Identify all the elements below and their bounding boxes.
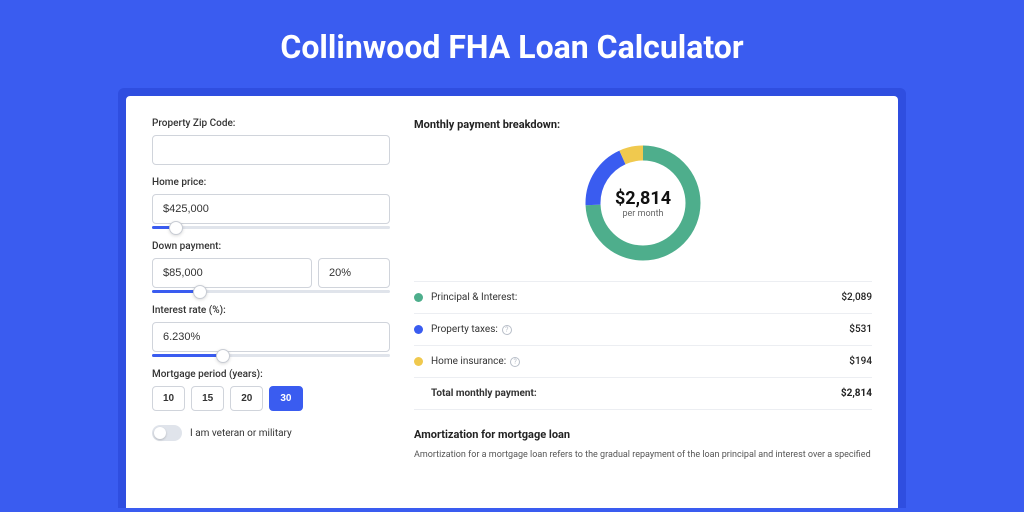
legend-row: Home insurance: ? $194 (414, 346, 872, 378)
legend-label: Property taxes: ? (431, 324, 512, 335)
zip-input[interactable] (152, 135, 390, 165)
amortization-section: Amortization for mortgage loan Amortizat… (414, 428, 872, 462)
period-btn-20[interactable]: 20 (230, 386, 263, 411)
home-price-slider[interactable] (152, 226, 390, 229)
down-payment-field-group: Down payment: (152, 241, 390, 293)
home-price-field-group: Home price: (152, 177, 390, 229)
legend-dot (414, 325, 423, 334)
veteran-label: I am veteran or military (190, 428, 292, 439)
legend-label: Principal & Interest: (431, 292, 517, 303)
legend-value: $2,089 (841, 292, 872, 303)
home-price-label: Home price: (152, 177, 390, 188)
donut-center-sub: per month (622, 209, 663, 219)
zip-field-group: Property Zip Code: (152, 118, 390, 165)
breakdown-title: Monthly payment breakdown: (414, 118, 872, 131)
breakdown-legend: Principal & Interest: $2,089 Property taxe… (414, 281, 872, 410)
legend-value: $194 (849, 356, 872, 367)
info-icon[interactable]: ? (502, 325, 512, 335)
breakdown-column: Monthly payment breakdown: $2,814 per mo… (414, 118, 872, 508)
veteran-toggle[interactable] (152, 425, 182, 441)
slider-thumb[interactable] (193, 285, 207, 299)
slider-thumb[interactable] (169, 221, 183, 235)
interest-rate-slider[interactable] (152, 354, 390, 357)
interest-rate-input[interactable] (152, 322, 390, 352)
amortization-title: Amortization for mortgage loan (414, 428, 872, 441)
legend-value: $531 (849, 324, 872, 335)
legend-label: Home insurance: ? (431, 356, 520, 367)
period-btn-10[interactable]: 10 (152, 386, 185, 411)
toggle-knob (154, 427, 166, 439)
period-btn-15[interactable]: 15 (191, 386, 224, 411)
down-payment-slider[interactable] (152, 290, 390, 293)
veteran-toggle-row: I am veteran or military (152, 425, 390, 441)
page-title: Collinwood FHA Loan Calculator (0, 0, 1024, 88)
home-price-input[interactable] (152, 194, 390, 224)
interest-rate-label: Interest rate (%): (152, 305, 390, 316)
legend-row: Property taxes: ? $531 (414, 314, 872, 346)
outer-panel: Property Zip Code: Home price: Down paym… (118, 88, 906, 508)
legend-total-label: Total monthly payment: (431, 388, 537, 399)
info-icon[interactable]: ? (510, 357, 520, 367)
legend-total-value: $2,814 (841, 388, 872, 399)
down-payment-pct-input[interactable] (318, 258, 390, 288)
legend-total-row: Total monthly payment: $2,814 (414, 378, 872, 410)
slider-thumb[interactable] (216, 349, 230, 363)
amortization-body: Amortization for a mortgage loan refers … (414, 449, 872, 462)
legend-dot (414, 293, 423, 302)
payment-donut-chart: $2,814 per month (583, 143, 703, 263)
calculator-panel: Property Zip Code: Home price: Down paym… (126, 96, 898, 508)
donut-center-amount: $2,814 (615, 188, 671, 209)
zip-label: Property Zip Code: (152, 118, 390, 129)
interest-rate-field-group: Interest rate (%): (152, 305, 390, 357)
legend-dot (414, 357, 423, 366)
period-field-group: Mortgage period (years): 10152030 (152, 369, 390, 411)
period-btn-30[interactable]: 30 (269, 386, 302, 411)
period-label: Mortgage period (years): (152, 369, 390, 380)
form-column: Property Zip Code: Home price: Down paym… (152, 118, 390, 508)
down-payment-label: Down payment: (152, 241, 390, 252)
down-payment-amount-input[interactable] (152, 258, 312, 288)
legend-row: Principal & Interest: $2,089 (414, 282, 872, 314)
